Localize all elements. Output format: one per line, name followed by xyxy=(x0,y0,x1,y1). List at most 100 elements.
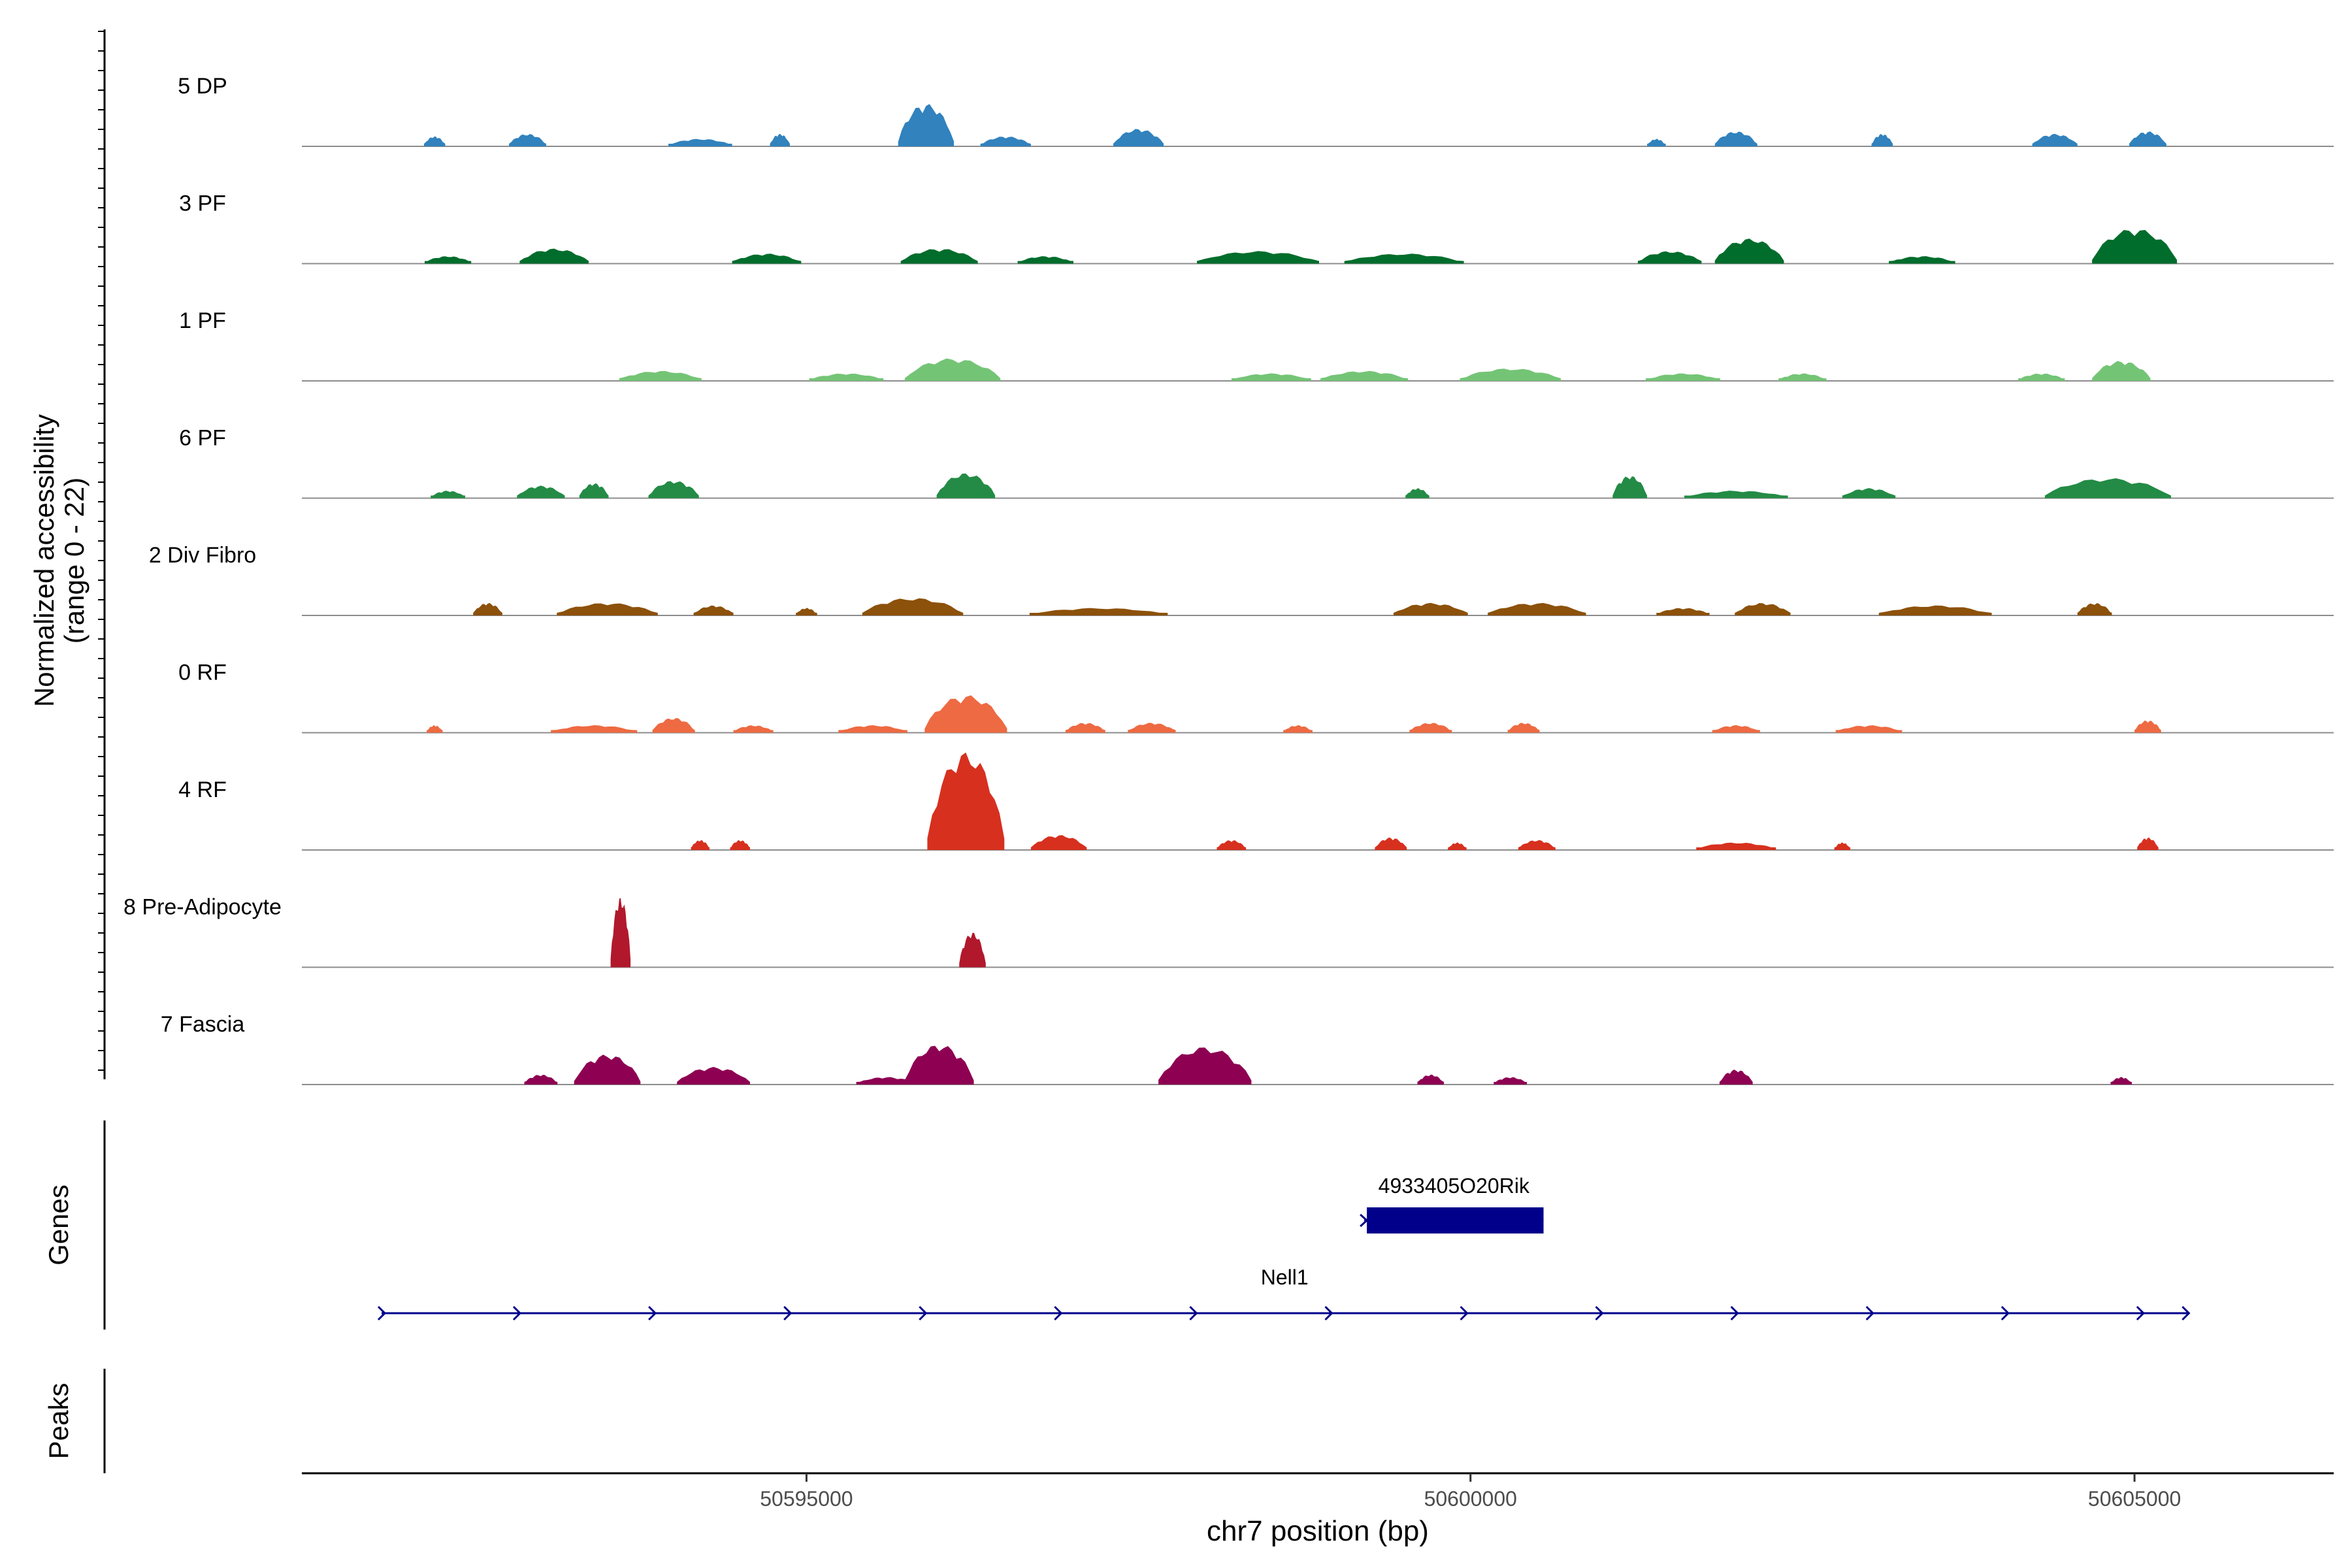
gene-model: 4933405O20Rik xyxy=(1360,1174,1544,1233)
coverage-peak xyxy=(1405,488,1429,498)
coverage-peak xyxy=(980,137,1031,146)
coverage-peak xyxy=(732,253,802,264)
coverage-peak xyxy=(1637,251,1702,264)
coverage-peak xyxy=(1409,723,1452,733)
coverage-tracks: 5 DP 3 PF 1 PF 6 PF 2 Div Fibro 0 RF 4 RF 8 Pre… xyxy=(123,74,2334,1085)
strand-arrow xyxy=(1360,1213,1369,1228)
strand-arrow xyxy=(377,1305,387,1321)
coverage-peak xyxy=(1612,476,1648,498)
coverage-peak xyxy=(1714,238,1784,264)
x-axis-tick-label: 50595000 xyxy=(760,1487,853,1511)
coverage-peak xyxy=(1393,602,1468,615)
x-axis-title: chr7 position (bp) xyxy=(1207,1515,1429,1547)
coverage-peak xyxy=(1507,723,1540,733)
strand-arrow xyxy=(1730,1305,1739,1321)
track-label: 5 DP xyxy=(178,74,227,99)
coverage-peak xyxy=(1460,368,1561,381)
coverage-peak xyxy=(509,134,546,146)
strand-arrow xyxy=(648,1305,657,1321)
coverage-peak xyxy=(936,473,996,498)
gene-name-label: 4933405O20Rik xyxy=(1379,1174,1530,1198)
coverage-peak xyxy=(924,695,1007,733)
track-label: 4 RF xyxy=(178,777,227,802)
coverage-peak xyxy=(1113,129,1164,146)
coverage-peak xyxy=(2134,721,2161,733)
coverage-peak xyxy=(431,491,465,498)
gene-model: Nell1 xyxy=(377,1266,2191,1321)
coverage-peak xyxy=(517,485,565,498)
coverage-peak xyxy=(898,104,954,146)
strand-arrow xyxy=(1460,1305,1469,1321)
coverage-peak xyxy=(619,370,702,381)
track-label: 3 PF xyxy=(179,191,226,216)
coverage-track: 5 DP xyxy=(178,74,2334,147)
coverage-peak xyxy=(1128,723,1176,733)
coverage-peak xyxy=(730,840,750,850)
coverage-peak xyxy=(427,725,443,733)
coverage-peak xyxy=(473,602,502,615)
coverage-peak xyxy=(1448,842,1467,850)
coverage-peak xyxy=(1719,1070,1753,1085)
coverage-peak xyxy=(809,373,884,381)
coverage-peak xyxy=(1344,253,1464,264)
x-axis-tick-label: 50600000 xyxy=(1424,1487,1517,1511)
strand-arrow xyxy=(2181,1305,2191,1321)
coverage-peak xyxy=(557,603,658,615)
coverage-peak xyxy=(1878,605,1992,615)
coverage-track: 4 RF xyxy=(178,752,2334,851)
coverage-peak xyxy=(1217,840,1247,850)
coverage-peak xyxy=(551,725,638,733)
coverage-peak xyxy=(691,840,710,850)
coverage-peak xyxy=(677,1067,750,1085)
coverage-peak xyxy=(1375,837,1407,850)
coverage-track: 1 PF xyxy=(179,308,2334,382)
coverage-track: 8 Pre-Adipocyte xyxy=(123,895,2334,968)
coverage-peak xyxy=(838,725,907,733)
coverage-peak xyxy=(1712,725,1760,733)
gene-track: 4933405O20Rik Nell1 xyxy=(377,1174,2191,1321)
coverage-peak xyxy=(1197,251,1319,264)
coverage-peak xyxy=(1656,608,1710,615)
x-axis-tick-label: 50605000 xyxy=(2088,1487,2181,1511)
coverage-peak xyxy=(1494,1077,1527,1085)
track-label: 8 Pre-Adipocyte xyxy=(123,895,282,920)
coverage-peak xyxy=(1488,602,1586,615)
coverage-peak xyxy=(1518,840,1556,850)
coverage-peak xyxy=(424,136,446,146)
coverage-peak xyxy=(862,598,964,615)
coverage-peak xyxy=(2018,373,2065,381)
track-label: 0 RF xyxy=(178,661,227,685)
coverage-peak xyxy=(579,483,609,498)
coverage-peak xyxy=(1030,835,1087,850)
coverage-peak xyxy=(770,133,790,146)
gene-name-label: Nell1 xyxy=(1261,1266,1309,1289)
strand-arrow xyxy=(783,1305,792,1321)
coverage-peak xyxy=(648,481,699,498)
coverage-track: 2 Div Fibro xyxy=(149,543,2334,616)
coverage-track: 6 PF xyxy=(179,426,2334,499)
track-label: 1 PF xyxy=(179,308,226,333)
coverage-peak xyxy=(733,725,774,733)
coverage-peak xyxy=(927,752,1005,850)
coverage-peak xyxy=(425,256,472,264)
coverage-peak xyxy=(2044,478,2171,498)
coverage-y-axis-minor-ticks xyxy=(98,31,105,1071)
coverage-peak xyxy=(904,1045,974,1085)
coverage-peak xyxy=(1646,373,1720,381)
coverage-peak xyxy=(1017,256,1073,264)
strand-arrow xyxy=(1189,1305,1198,1321)
coverage-peak xyxy=(2129,131,2166,146)
y-axis-title-line1: Normalized accessibility xyxy=(29,414,59,707)
coverage-peak xyxy=(1647,139,1666,146)
track-label: 6 PF xyxy=(179,426,226,451)
coverage-peak xyxy=(1283,725,1313,733)
coverage-peak xyxy=(668,139,732,146)
coverage-peak xyxy=(574,1054,641,1085)
coverage-peak xyxy=(524,1075,558,1085)
coverage-peak xyxy=(693,605,734,615)
coverage-peak xyxy=(519,248,589,264)
coverage-peak xyxy=(610,898,631,968)
strand-arrow xyxy=(919,1305,928,1321)
